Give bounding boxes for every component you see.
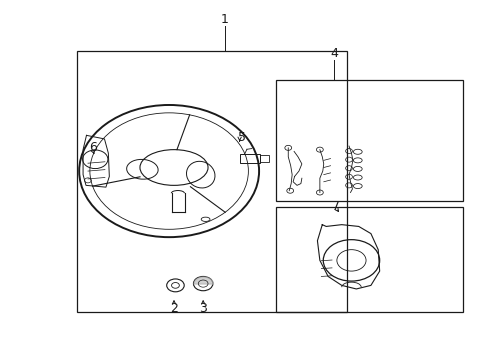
Bar (276, 207, 462, 312)
Text: 4: 4 (330, 47, 338, 60)
Text: 5: 5 (238, 131, 245, 144)
Bar (260, 156, 268, 162)
Bar (276, 80, 462, 202)
Text: 3: 3 (199, 302, 207, 315)
Text: 2: 2 (170, 302, 178, 315)
Text: 7: 7 (331, 200, 339, 213)
Text: 6: 6 (89, 141, 97, 154)
Text: 1: 1 (221, 13, 228, 26)
Bar (239, 154, 260, 163)
Bar (77, 51, 346, 312)
